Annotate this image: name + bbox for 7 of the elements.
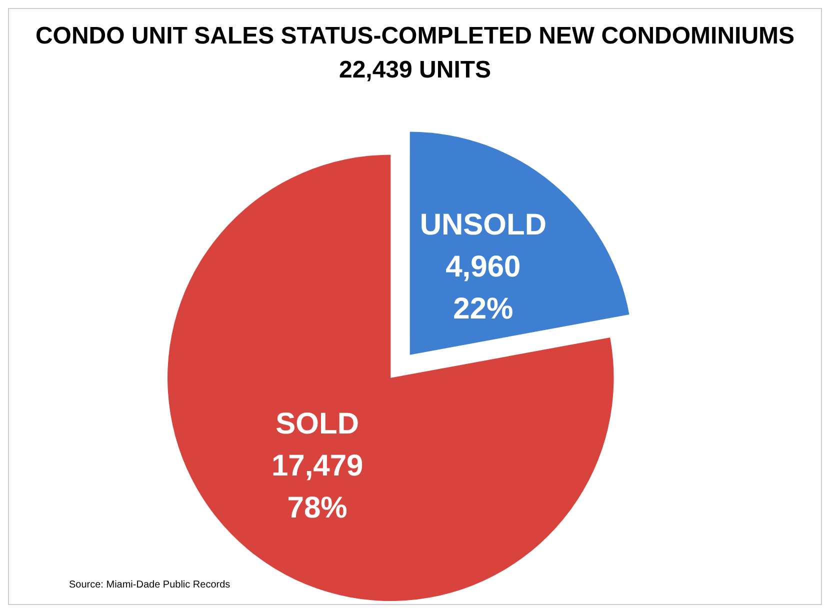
slice-label: SOLD [276,407,359,440]
slice-label: UNSOLD [420,208,546,242]
chart-title: CONDO UNIT SALES STATUS-COMPLETED NEW CONDOMINIUMS [35,22,795,50]
data-label: 4,960 22% [446,250,521,326]
source-note: Source: Miami-Dade Public Records [69,580,230,590]
data-label: 17,479 78% [271,449,364,524]
chart-subtitle: 22,439 UNITS [338,56,492,84]
